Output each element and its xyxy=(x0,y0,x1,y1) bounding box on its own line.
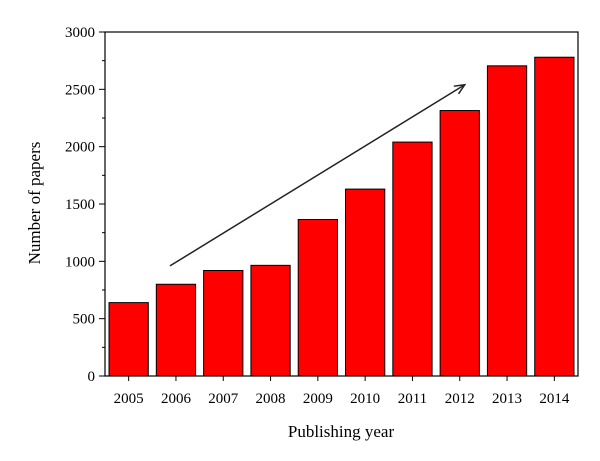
bar-2010 xyxy=(345,188,386,377)
bar-2007 xyxy=(203,270,244,377)
y-tick-label-1000: 1000 xyxy=(65,254,95,270)
trend-arrow-head xyxy=(453,83,467,95)
bar-2008 xyxy=(250,264,291,377)
plot-area: 0 500 1000 1500 2000 2500 3000 2005 2006 2007 2008… xyxy=(65,25,579,407)
trend-arrow-line xyxy=(169,84,466,267)
y-tick-label-0: 0 xyxy=(88,369,96,385)
x-axis-title: Publishing year xyxy=(288,422,395,441)
x-tick-label-2013: 2013 xyxy=(492,391,522,407)
bar-2012 xyxy=(439,110,480,377)
x-tick-label-2007: 2007 xyxy=(208,391,239,407)
y-tick-label-2000: 2000 xyxy=(65,140,95,156)
y-tick-label-2500: 2500 xyxy=(65,82,95,98)
bar-2014 xyxy=(534,56,575,377)
x-tick-label-2010: 2010 xyxy=(350,391,380,407)
y-axis-title: Number of papers xyxy=(25,142,44,265)
bar-2011 xyxy=(392,141,433,377)
bar-2005 xyxy=(108,302,149,377)
x-tick-label-2009: 2009 xyxy=(303,391,333,407)
bar-2006 xyxy=(155,283,197,377)
bar-2009 xyxy=(297,218,338,377)
y-tick-label-500: 500 xyxy=(73,312,96,328)
x-tick-label-2006: 2006 xyxy=(161,391,192,407)
x-tick-label-2012: 2012 xyxy=(445,391,475,407)
x-tick-label-2011: 2011 xyxy=(398,391,427,407)
x-tick-label-2005: 2005 xyxy=(114,391,144,407)
y-tick-label-1500: 1500 xyxy=(65,197,95,213)
x-tick-label-2014: 2014 xyxy=(539,391,570,407)
y-tick-label-3000: 3000 xyxy=(65,25,95,41)
bar-2013 xyxy=(486,65,528,377)
x-tick-label-2008: 2008 xyxy=(256,391,286,407)
